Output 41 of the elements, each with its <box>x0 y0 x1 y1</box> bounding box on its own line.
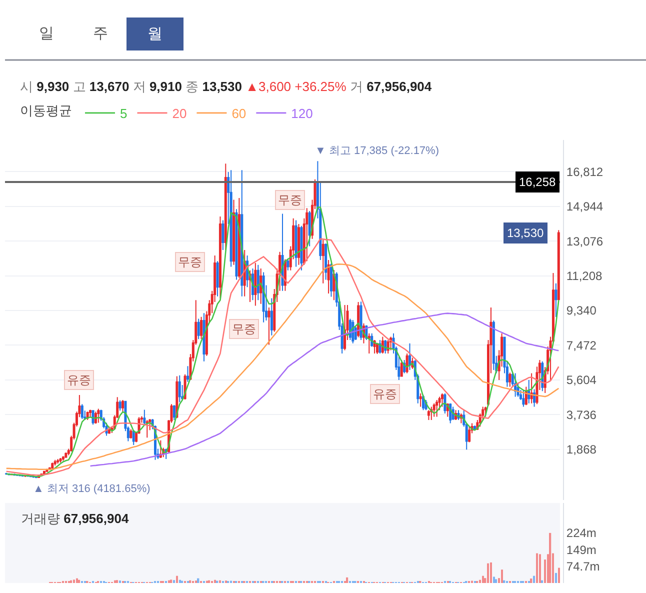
text: 일 <box>39 25 54 42</box>
text: 고 <box>72 79 86 94</box>
legend-label: 20 <box>172 106 187 122</box>
text: 월 <box>148 26 162 42</box>
text: 시 <box>20 79 33 94</box>
annotation: ▼ 최고 17,385 (-22.17%) <box>315 145 439 157</box>
legend-title: 이동평균 <box>20 102 72 118</box>
annotation: 유증 <box>373 387 397 401</box>
text: 9,930 <box>36 79 70 94</box>
text: 종 <box>186 79 199 94</box>
y-tick-label: 3,736 <box>566 408 597 422</box>
annotation: 유증 <box>67 373 91 387</box>
text: 9,910 <box>149 79 182 94</box>
text: 거래량 67,956,904 <box>21 511 130 526</box>
text: 67,956,904 <box>366 79 432 94</box>
annotation: 무증 <box>278 193 302 207</box>
text: 13,530 <box>202 79 242 94</box>
annotation: ▲ 최저 316 (4181.65%) <box>33 483 150 495</box>
text: ▲3,600 +36.25% <box>246 79 347 94</box>
text: 13,670 <box>89 79 130 94</box>
legend-label: 60 <box>232 106 246 122</box>
y-tick-label: 149m <box>566 542 596 557</box>
text: 주 <box>93 25 108 42</box>
y-tick-label: 11,208 <box>566 269 603 284</box>
annotation: 무증 <box>232 322 256 336</box>
y-tick-label: 74.7m <box>566 560 600 574</box>
ref-line-label: 16,258 <box>519 175 556 189</box>
legend-label: 120 <box>291 106 313 122</box>
annotation: 무증 <box>178 255 202 269</box>
y-tick-label: 14,944 <box>566 200 604 214</box>
y-tick-label: 9,340 <box>566 304 597 318</box>
y-tick-label: 1,868 <box>566 442 597 457</box>
y-tick-label: 5,604 <box>566 373 597 388</box>
y-tick-label: 7,472 <box>566 338 597 352</box>
text: 거 <box>350 79 363 94</box>
text: 저 <box>132 79 146 94</box>
y-tick-label: 13,076 <box>566 234 604 248</box>
y-tick-label: 16,812 <box>566 164 604 179</box>
y-tick-label: 224m <box>566 526 596 540</box>
annotation: 13,530 <box>507 226 544 240</box>
legend-label: 5 <box>120 106 128 122</box>
